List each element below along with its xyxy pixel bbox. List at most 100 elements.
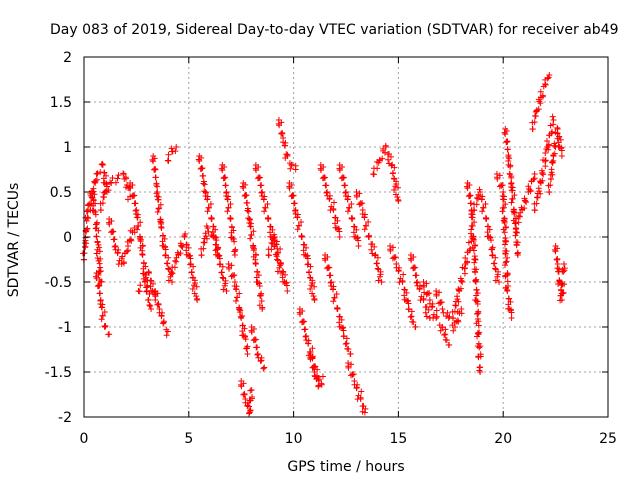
data-point-interp	[209, 228, 216, 235]
data-point-interp	[346, 204, 353, 211]
data-point-interp	[468, 200, 475, 207]
data-point-interp	[288, 182, 295, 189]
data-point-interp	[315, 376, 322, 383]
data-point-interp	[165, 265, 172, 272]
data-point	[311, 297, 318, 303]
data-point-interp	[111, 236, 118, 243]
data-point-interp	[515, 212, 522, 219]
data-point-interp	[275, 120, 282, 127]
data-point	[173, 144, 180, 150]
data-point-interp	[204, 196, 211, 203]
data-point-interp	[224, 196, 231, 203]
y-tick-label: 0	[63, 230, 72, 246]
data-point-interp	[200, 245, 207, 252]
data-point-interp	[254, 344, 261, 351]
data-point-interp	[165, 254, 172, 261]
data-point-interp	[112, 179, 119, 186]
data-point-interp	[296, 222, 303, 229]
data-point-interp	[500, 193, 507, 200]
series-arc42	[531, 113, 557, 214]
series-arc12	[195, 153, 222, 258]
data-point	[500, 189, 507, 195]
data-point-interp	[492, 265, 499, 272]
data-point-interp	[464, 259, 471, 266]
data-point-interp	[531, 207, 538, 214]
data-point-interp	[471, 242, 478, 249]
data-point	[560, 261, 567, 267]
data-point-interp	[489, 252, 496, 259]
data-point-interp	[376, 273, 383, 280]
data-point-interp	[538, 170, 545, 177]
data-point-interp	[191, 290, 198, 297]
data-points	[79, 72, 568, 417]
data-point-interp	[542, 157, 549, 164]
data-point-interp	[207, 200, 214, 207]
data-point-interp	[334, 217, 341, 224]
data-point-interp	[349, 214, 356, 221]
data-point-interp	[128, 237, 135, 244]
data-point-interp	[340, 333, 347, 340]
data-point-interp	[467, 192, 474, 199]
data-point-interp	[475, 318, 482, 325]
y-tick-label: 1.5	[50, 95, 72, 111]
data-point-interp	[102, 322, 109, 329]
data-point-interp	[529, 126, 536, 133]
data-point-interp	[245, 208, 252, 215]
data-point-interp	[181, 232, 188, 239]
data-point-interp	[477, 343, 484, 350]
data-point-interp	[107, 179, 114, 186]
series-arc19	[252, 162, 285, 276]
data-point-interp	[351, 223, 358, 230]
data-point-interp	[333, 290, 340, 297]
data-point-interp	[148, 277, 155, 284]
series-arc05	[105, 216, 138, 268]
data-point-interp	[298, 232, 305, 239]
data-point-interp	[542, 163, 549, 170]
data-point-interp	[157, 201, 164, 208]
data-point-interp	[204, 193, 211, 200]
series-arc21	[275, 117, 299, 173]
data-point	[259, 306, 266, 312]
data-point-interp	[487, 237, 494, 244]
data-point-interp	[91, 191, 98, 198]
data-point	[355, 243, 362, 249]
data-point	[514, 252, 521, 258]
data-point-interp	[536, 188, 543, 195]
series-arc43	[545, 124, 565, 196]
data-point-interp	[252, 259, 259, 266]
data-point-interp	[561, 267, 568, 274]
data-point-interp	[392, 191, 399, 198]
data-point-interp	[363, 222, 370, 229]
data-point	[114, 175, 121, 182]
data-point-interp	[478, 196, 485, 203]
data-point-interp	[165, 277, 172, 284]
data-point-interp	[545, 142, 552, 149]
series-arc30	[370, 142, 402, 204]
data-point-interp	[471, 207, 478, 214]
data-point-interp	[502, 224, 509, 231]
data-point-interp	[423, 313, 430, 320]
data-point-interp	[437, 327, 444, 334]
data-point-interp	[216, 252, 223, 259]
data-point-interp	[239, 322, 246, 329]
data-point	[412, 324, 419, 330]
data-point-interp	[540, 171, 547, 178]
data-point-interp	[358, 388, 365, 395]
series-arc09	[152, 288, 171, 339]
data-point-interp	[499, 182, 506, 189]
data-point-interp	[527, 188, 534, 195]
data-point-interp	[473, 298, 480, 305]
series-arc18	[248, 324, 268, 372]
data-point-interp	[283, 279, 290, 286]
data-point-interp	[474, 330, 481, 337]
data-point-interp	[196, 158, 203, 165]
data-point-interp	[507, 298, 514, 305]
data-point-interp	[521, 205, 528, 212]
data-point-interp	[437, 299, 444, 306]
data-point-interp	[348, 361, 355, 368]
data-point-interp	[114, 249, 121, 256]
data-point-interp	[476, 344, 483, 351]
data-point-interp	[486, 226, 493, 233]
data-point	[372, 252, 379, 258]
